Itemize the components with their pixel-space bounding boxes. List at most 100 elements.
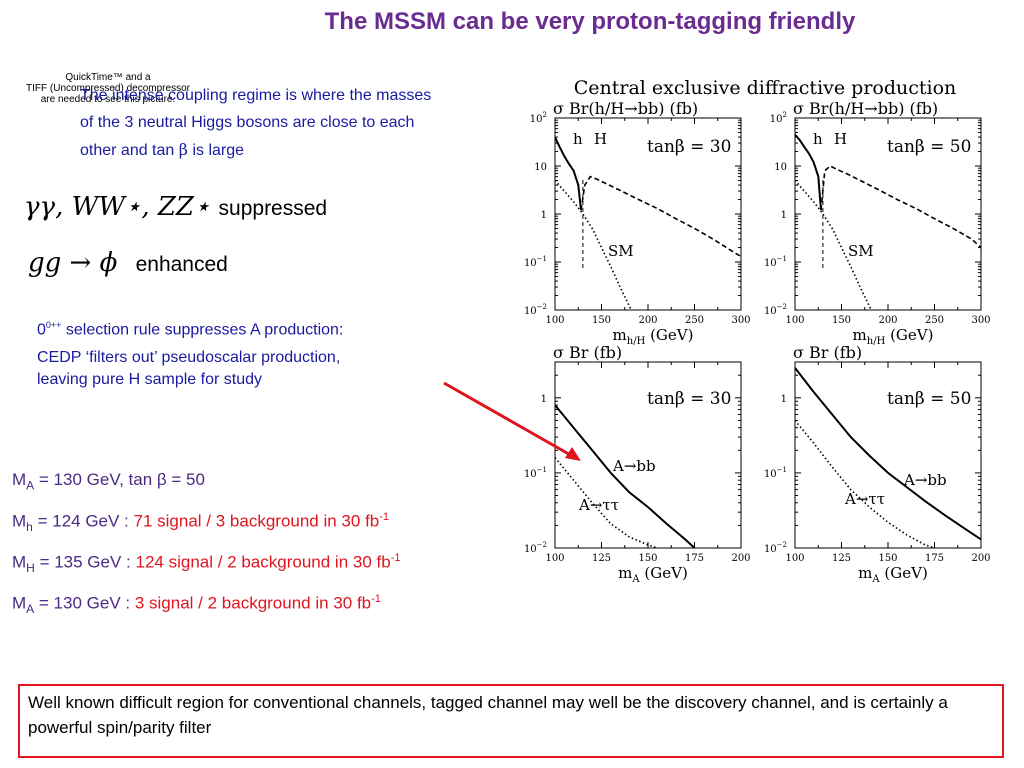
- signal-background: 124 signal / 2 background in 30 fb: [135, 552, 391, 572]
- x-tick-label: 175: [925, 553, 944, 564]
- x-axis-label: mA (GeV): [858, 564, 928, 585]
- cedp-text: CEDP ‘filters out’ pseudoscalar producti…: [37, 347, 447, 391]
- curve-label-Atautau: A→ττ: [578, 496, 619, 514]
- x-tick-label: 150: [832, 315, 851, 326]
- chart-panel-top-left: 100 150 200 250 300 102 10 1 10−1 10−2 σ Br(h/H→bb…: [524, 99, 751, 347]
- signal-background: 3 signal / 2 background in 30 fb: [134, 593, 372, 613]
- y-axis-label: σ Br(h/H→bb) (fb): [793, 99, 938, 118]
- signal-background: 71 signal / 3 background in 30 fb: [133, 511, 380, 531]
- y-tick-label: 10−1: [764, 466, 787, 480]
- x-tick-label: 200: [731, 553, 750, 564]
- x-tick-label: 100: [545, 315, 564, 326]
- x-axis-label: mh/H (GeV): [853, 326, 934, 347]
- series-line-dashed: [820, 165, 981, 249]
- y-tick-label: 102: [770, 111, 787, 125]
- mass-symbol: M: [12, 593, 27, 613]
- tanbeta-annotation: tanβ = 30: [647, 389, 731, 409]
- enhanced-label: enhanced: [135, 253, 228, 276]
- quicktime-placeholder: QuickTime™ and a TIFF (Uncompressed) dec…: [8, 72, 208, 105]
- y-tick-label: 10−1: [524, 466, 547, 480]
- y-tick-label: 10: [774, 162, 787, 173]
- result-line: MA = 130 GeV : 3 signal / 2 background i…: [12, 593, 381, 616]
- y-tick-label: 10−2: [764, 303, 787, 317]
- x-tick-label: 250: [925, 315, 944, 326]
- x-axis-label: mA (GeV): [618, 564, 688, 585]
- curve-label-SM: SM: [608, 242, 634, 260]
- quicktime-line: QuickTime™ and a: [65, 72, 151, 83]
- x-tick-label: 150: [592, 315, 611, 326]
- y-tick-label: 10−2: [764, 541, 787, 555]
- quicktime-line: are needed to see this picture.: [40, 94, 176, 105]
- result-line: MA = 130 GeV, tan β = 50: [12, 470, 205, 492]
- x-tick-label: 100: [785, 315, 804, 326]
- y-axis-label: σ Br (fb): [553, 343, 622, 362]
- x-tick-label: 300: [731, 315, 750, 326]
- selection-rule-text: 00++ selection rule suppresses A product…: [37, 314, 447, 397]
- mass-symbol: M: [12, 552, 27, 572]
- y-axis-label: σ Br (fb): [793, 343, 862, 362]
- selection-zero: 0: [37, 321, 46, 339]
- result-value: = 135 GeV :: [34, 552, 136, 572]
- quicktime-line: TIFF (Uncompressed) decompressor: [26, 83, 190, 94]
- y-tick-label: 10−1: [764, 255, 787, 269]
- curve-label-h: h: [573, 130, 583, 148]
- beta-symbol: β: [178, 140, 188, 159]
- y-tick-label: 10−2: [524, 303, 547, 317]
- curve-label-SM: SM: [848, 242, 874, 260]
- y-tick-label: 1: [781, 210, 787, 221]
- series-line-solid: [795, 367, 981, 541]
- x-tick-label: 150: [638, 553, 657, 564]
- curve-label-H: H: [594, 130, 607, 148]
- x-tick-label: 100: [545, 553, 564, 564]
- mass-subscript: A: [26, 478, 35, 493]
- x-tick-label: 125: [592, 553, 611, 564]
- mass-subscript: h: [26, 520, 33, 535]
- mass-subscript: H: [26, 561, 35, 576]
- red-arrow-head: [565, 447, 581, 461]
- inverse-fb-exponent: -1: [379, 511, 390, 523]
- result-line: MH = 135 GeV : 124 signal / 2 background…: [12, 552, 400, 575]
- curve-label-Atautau: A→ττ: [844, 490, 885, 508]
- intro-line: The intense coupling regime is where the…: [80, 87, 432, 104]
- intro-line: other and tan β is large: [80, 136, 535, 164]
- curve-label-Abb: A→bb: [612, 457, 656, 475]
- inverse-fb-exponent: -1: [390, 552, 401, 564]
- selection-rule: 00++ selection rule suppresses A product…: [37, 314, 447, 341]
- y-tick-label: 1: [781, 394, 787, 405]
- tanbeta-annotation: tanβ = 50: [887, 389, 971, 409]
- series-line-dotted: [555, 179, 633, 310]
- y-axis-label: σ Br(h/H→bb) (fb): [553, 99, 698, 118]
- curve-label-Abb: A→bb: [903, 471, 947, 489]
- x-tick-label: 100: [785, 553, 804, 564]
- y-tick-label: 10: [534, 162, 547, 173]
- y-tick-label: 10−2: [524, 541, 547, 555]
- series-line-dotted: [555, 457, 658, 548]
- intro-text-part: other and tan: [80, 142, 179, 159]
- y-tick-label: 1: [541, 394, 547, 405]
- series-line-solid: [555, 404, 696, 548]
- cedp-line: leaving pure H sample for study: [37, 371, 262, 389]
- curve-label-h: h: [813, 130, 823, 148]
- slide-title: The MSSM can be very proton-tagging frie…: [324, 8, 856, 35]
- tanbeta-annotation: tanβ = 30: [647, 137, 731, 157]
- x-tick-label: 175: [685, 553, 704, 564]
- x-tick-label: 200: [638, 315, 657, 326]
- series-line-dashed: [580, 175, 741, 258]
- intro-text-part: is large: [188, 142, 245, 159]
- mass-subscript: A: [26, 602, 35, 617]
- result-line: Mh = 124 GeV : 71 signal / 3 background …: [12, 511, 389, 534]
- curve-label-H: H: [834, 130, 847, 148]
- y-tick-label: 1: [541, 210, 547, 221]
- x-tick-label: 125: [832, 553, 851, 564]
- chart-panel-bottom-right: 100 125 150 175 200 1 10−1 10−2 σ Br (fb) mA (GeV…: [764, 343, 991, 585]
- series-line-dotted: [795, 179, 873, 310]
- math-expression: gg → ϕ: [28, 248, 118, 278]
- inverse-fb-exponent: -1: [371, 593, 381, 605]
- result-value: = 124 GeV :: [32, 511, 134, 531]
- x-tick-label: 200: [971, 553, 990, 564]
- result-value: = 130 GeV :: [34, 593, 135, 613]
- x-tick-label: 150: [878, 553, 897, 564]
- mass-symbol: M: [12, 511, 27, 531]
- suppressed-label: suppressed: [218, 197, 328, 220]
